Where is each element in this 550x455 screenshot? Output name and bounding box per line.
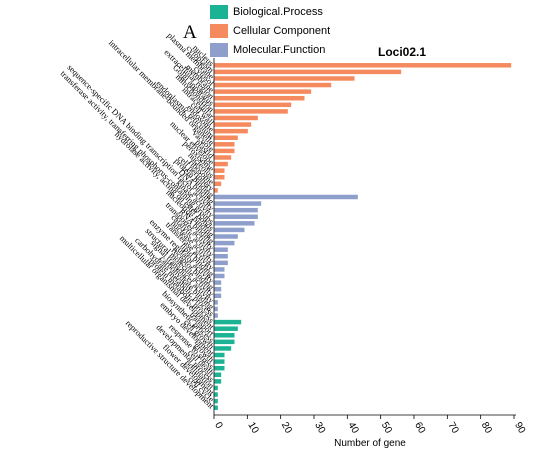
x-axis-title: Number of gene [334,438,406,449]
x-tick-label: 90 [512,420,527,436]
bar [214,372,222,378]
legend-label-biological-process: Biological.Process [233,6,323,18]
bar [214,95,305,101]
bar [214,188,218,193]
x-tick-label: 0 [212,420,225,431]
bar [214,333,235,338]
bar [214,379,222,384]
bar [214,115,258,121]
bar [214,286,222,292]
bar [214,405,218,410]
x-tick-label: 40 [345,420,360,436]
bar [214,319,242,325]
x-tick-label: 50 [379,420,394,436]
x-tick-label: 30 [312,420,327,436]
bar [214,69,402,75]
bar [214,392,218,397]
panel-label: A [183,22,197,43]
bar [214,300,218,305]
bar [214,135,238,140]
bar [214,221,255,226]
bar [214,359,225,364]
bar [214,82,332,88]
bar [214,254,228,259]
bar [214,76,355,81]
bar [214,273,225,279]
x-tick-label: 20 [279,420,294,436]
bar [214,122,252,127]
bar [214,128,248,134]
bar [214,240,235,246]
bar [214,194,358,200]
bar [214,346,232,351]
bar [214,306,218,312]
bar [214,161,228,167]
bar [214,313,218,318]
bar [214,352,225,358]
bar [214,181,222,187]
bar [214,339,235,345]
bar [214,155,232,160]
bar [214,168,225,173]
bar [214,260,228,266]
bar [214,385,218,391]
bar [214,293,222,299]
bar [214,175,225,180]
chart-title: Loci02.1 [378,45,427,59]
bar [214,201,262,206]
x-tick-label: 10 [245,420,260,436]
bar [214,247,228,252]
bar [214,227,245,233]
legend-swatch-biological-process [210,5,228,19]
legend-label-cellular-component: Cellular Component [233,25,331,37]
bar [214,365,225,371]
bar [214,398,218,404]
bar [214,142,235,147]
bar [214,102,292,108]
bar [214,148,235,154]
legend-label-molecular-function: Molecular.Function [233,44,326,56]
bar [214,267,225,272]
bar [214,207,258,213]
x-tick-label: 70 [445,420,460,436]
x-tick-label: 80 [479,420,494,436]
bar [214,109,288,114]
bar [214,280,222,285]
bar [214,89,312,94]
legend-swatch-cellular-component [210,24,228,38]
bar [214,63,512,68]
bar [214,214,258,219]
legend-swatch-molecular-function [210,43,228,57]
bar [214,326,238,331]
x-tick-label: 60 [412,420,427,436]
bar [214,234,238,239]
